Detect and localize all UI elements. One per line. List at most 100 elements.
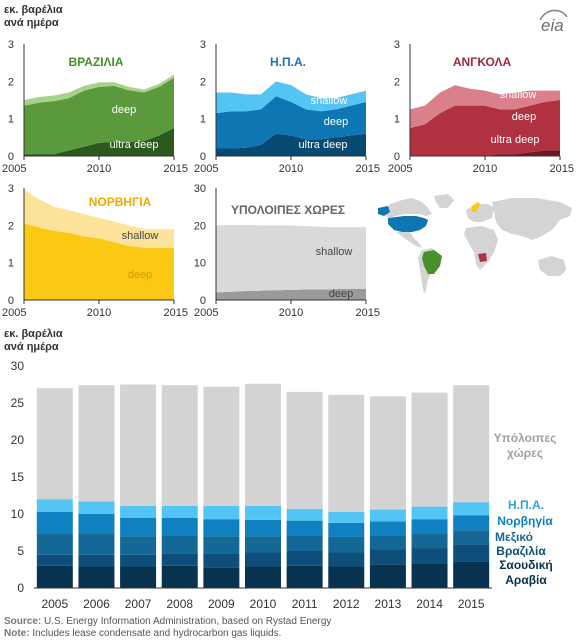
bar-segment-3 xyxy=(120,536,157,555)
bar-segment-5 xyxy=(120,505,157,518)
area-deep xyxy=(24,223,174,300)
series-label-deep: deep xyxy=(512,111,536,123)
bar-chart-unit-label: εκ. βαρέλια ανά ημέρα xyxy=(4,328,63,354)
bar-segment-5 xyxy=(453,502,490,516)
x-tick-label: 2010 xyxy=(279,163,303,175)
canada-shape xyxy=(384,198,432,218)
y-tick-label: 10 xyxy=(194,258,206,270)
world-map-other-land xyxy=(384,194,572,294)
world-map-norway xyxy=(472,202,480,212)
bar-segment-6 xyxy=(328,394,365,512)
x-tick-label: 2006 xyxy=(83,597,110,611)
legend-norway: Νορβηγία xyxy=(497,514,553,528)
series-label-deep: deep xyxy=(112,104,136,116)
bar-segment-3 xyxy=(411,533,448,549)
legend-line: Υπόλοιπες xyxy=(494,431,557,445)
bar-segment-2 xyxy=(411,548,448,564)
area-shallow xyxy=(24,189,174,248)
y-tick-label: 0 xyxy=(200,151,206,163)
x-tick-label: 2005 xyxy=(194,307,218,319)
y-tick-label: 2 xyxy=(394,76,400,88)
small-multiples-unit-label: εκ. βαρέλια ανά ημέρα xyxy=(4,4,63,30)
bar-segment-2 xyxy=(369,549,406,565)
y-tick-label: 0 xyxy=(8,295,14,307)
bar-segment-6 xyxy=(245,383,281,506)
bar-segment-5 xyxy=(245,505,281,520)
legend-mexico: Μεξικό xyxy=(495,530,533,544)
logo-text: eia xyxy=(541,16,564,34)
note-text: Includes lease condensate and hydrocarbo… xyxy=(32,628,282,639)
x-tick-label: 2010 xyxy=(279,307,303,319)
bar-segment-4 xyxy=(328,522,365,537)
source-line: Source: U.S. Energy Information Administ… xyxy=(4,616,331,628)
area-shallow xyxy=(216,81,366,114)
source-label: Source: xyxy=(4,616,42,627)
series-label-deep: deep xyxy=(324,116,348,128)
bar-segment-1 xyxy=(203,567,240,588)
area-shallow xyxy=(24,74,174,106)
bar-segment-6 xyxy=(36,388,73,500)
y-tick-label: 30 xyxy=(194,183,206,195)
series-label-shallow: shallow xyxy=(316,246,353,258)
series-label-ultra-deep: ultra deep xyxy=(299,139,348,151)
series-label-deep: deep xyxy=(329,288,353,300)
x-tick-label: 2010 xyxy=(250,597,277,611)
series-label-shallow: shallow xyxy=(311,95,348,107)
bar-segment-3 xyxy=(78,533,115,555)
note-line: Note: Includes lease condensate and hydr… xyxy=(4,628,331,640)
x-tick-label: 2010 xyxy=(87,163,111,175)
unit-label-line2: ανά ημέρα xyxy=(4,341,59,353)
series-label-shallow: shallow xyxy=(122,230,159,242)
y-tick-label: 0 xyxy=(200,295,206,307)
bar-segment-6 xyxy=(369,396,406,510)
unit-label-line2: ανά ημέρα xyxy=(4,17,59,29)
bar-segment-1 xyxy=(328,566,365,588)
x-tick-label: 2015 xyxy=(356,163,380,175)
chart-title: Η.Π.Α. xyxy=(270,55,306,69)
bar-segment-4 xyxy=(120,517,157,537)
x-tick-label: 2015 xyxy=(164,163,188,175)
area-deep xyxy=(410,100,560,156)
x-tick-label: 2005 xyxy=(41,597,68,611)
y-tick-label: 30 xyxy=(11,359,25,373)
area-shallow xyxy=(410,85,560,128)
bar-segment-1 xyxy=(78,566,115,588)
bar-segment-2 xyxy=(328,552,365,567)
x-tick-label: 2005 xyxy=(2,307,26,319)
bar-segment-3 xyxy=(245,536,281,553)
y-tick-label: 3 xyxy=(394,39,400,51)
bar-segment-6 xyxy=(161,385,198,506)
bar-segment-3 xyxy=(36,533,73,555)
y-tick-label: 1 xyxy=(394,114,400,126)
bar-segment-1 xyxy=(161,565,198,588)
x-tick-label: 2007 xyxy=(125,597,152,611)
bar-segment-2 xyxy=(161,553,198,566)
x-tick-label: 2005 xyxy=(2,163,26,175)
x-tick-label: 2008 xyxy=(166,597,193,611)
y-tick-label: 1 xyxy=(200,114,206,126)
bar-segment-3 xyxy=(369,535,406,550)
footer: Source: U.S. Energy Information Administ… xyxy=(4,616,331,640)
area-deep xyxy=(216,288,366,300)
bar-segment-1 xyxy=(36,565,73,588)
series-label-deep: deep xyxy=(128,269,152,281)
y-tick-label: 0 xyxy=(17,581,24,595)
y-tick-label: 10 xyxy=(11,507,25,521)
stacked-bar-chart: 0 5 10 15 20 25 30 2005 2006 2007 2008 2009 2010 2011… xyxy=(11,359,557,611)
world-map-usa xyxy=(388,216,428,232)
y-tick-label: 3 xyxy=(8,183,14,195)
bar-segment-5 xyxy=(36,499,73,512)
bar-segment-5 xyxy=(369,509,406,522)
unit-label-line1: εκ. βαρέλια xyxy=(4,4,63,16)
greenland-shape xyxy=(434,194,454,208)
bar-segment-2 xyxy=(203,553,240,568)
bar-segment-1 xyxy=(369,564,406,588)
area-ultra-deep xyxy=(24,128,174,156)
bar-segment-4 xyxy=(203,519,240,537)
bar-segment-5 xyxy=(161,505,198,518)
legend-other-countries: Υπόλοιπες χώρες xyxy=(494,431,557,460)
area-shallow xyxy=(216,224,366,293)
bar-segment-6 xyxy=(78,385,115,502)
bar-segment-6 xyxy=(453,385,490,503)
source-text: U.S. Energy Information Administration, … xyxy=(44,616,332,627)
